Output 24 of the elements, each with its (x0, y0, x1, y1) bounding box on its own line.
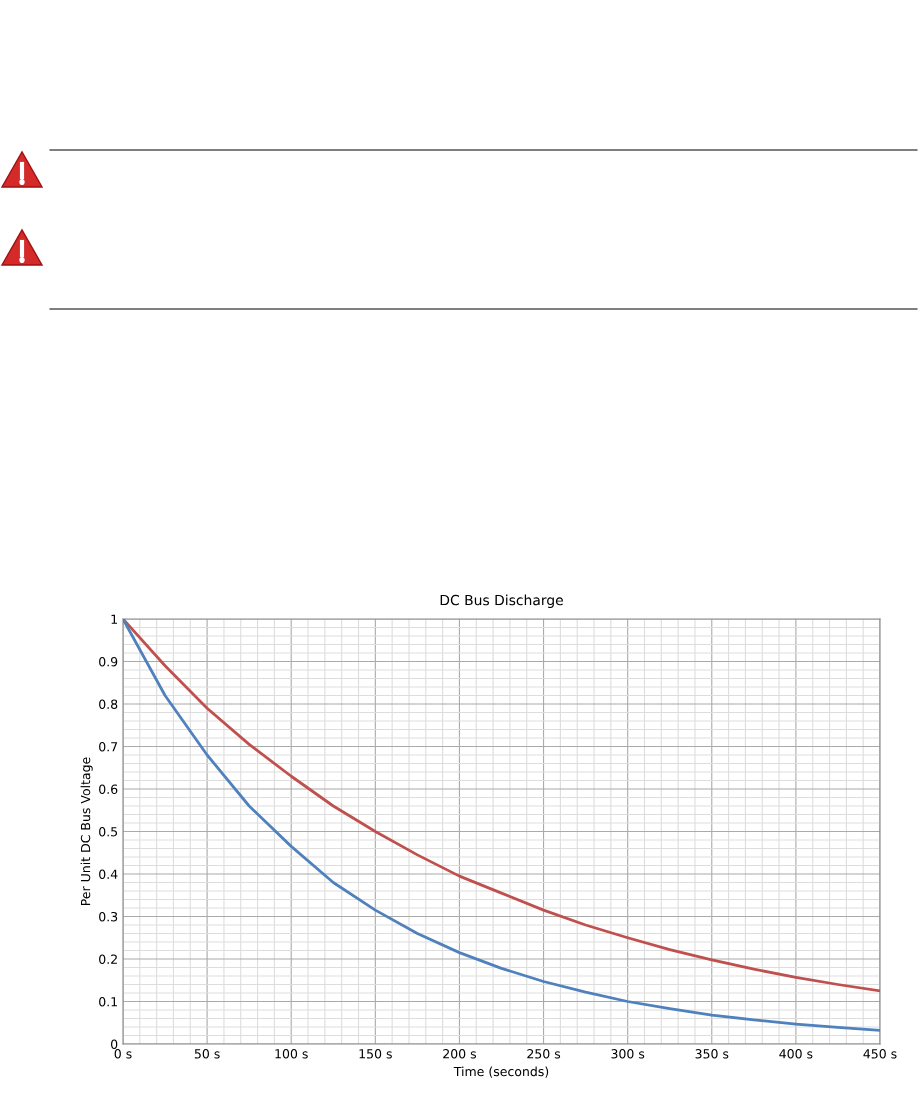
y-tick-label: 0.9 (99, 656, 118, 667)
y-tick-label: 0.2 (99, 954, 117, 964)
y-tick-label: 0.5 (99, 826, 118, 837)
x-tick-label: 300 s (611, 1049, 645, 1059)
x-tick-label: 150 s (359, 1049, 392, 1059)
x-tick-label: 250 s (527, 1049, 561, 1059)
y-axis-title: Per Unit DC Bus Voltage (80, 757, 93, 906)
y-tick-label: 1 (111, 614, 117, 624)
y-tick-label: 0.1 (99, 996, 117, 1007)
y-tick-label: 0 (111, 1039, 118, 1049)
y-tick-label: 0.4 (99, 869, 118, 879)
y-tick-label: 0.3 (99, 911, 118, 922)
x-tick-label: 450 s (863, 1049, 897, 1059)
y-tick-label: 0.8 (99, 699, 118, 709)
x-tick-label: 50 s (194, 1049, 220, 1059)
x-tick-label: 400 s (779, 1049, 813, 1059)
y-tick-label: 0.7 (99, 741, 118, 752)
x-tick-label: 100 s (275, 1049, 308, 1059)
x-axis-title: Time (seconds) (453, 1066, 549, 1078)
y-tick-label: 0.6 (99, 784, 118, 794)
x-tick-label: 0 s (114, 1049, 132, 1059)
x-tick-label: 200 s (443, 1049, 477, 1059)
chart-title: DC Bus Discharge (440, 594, 563, 608)
x-tick-label: 350 s (695, 1049, 729, 1059)
